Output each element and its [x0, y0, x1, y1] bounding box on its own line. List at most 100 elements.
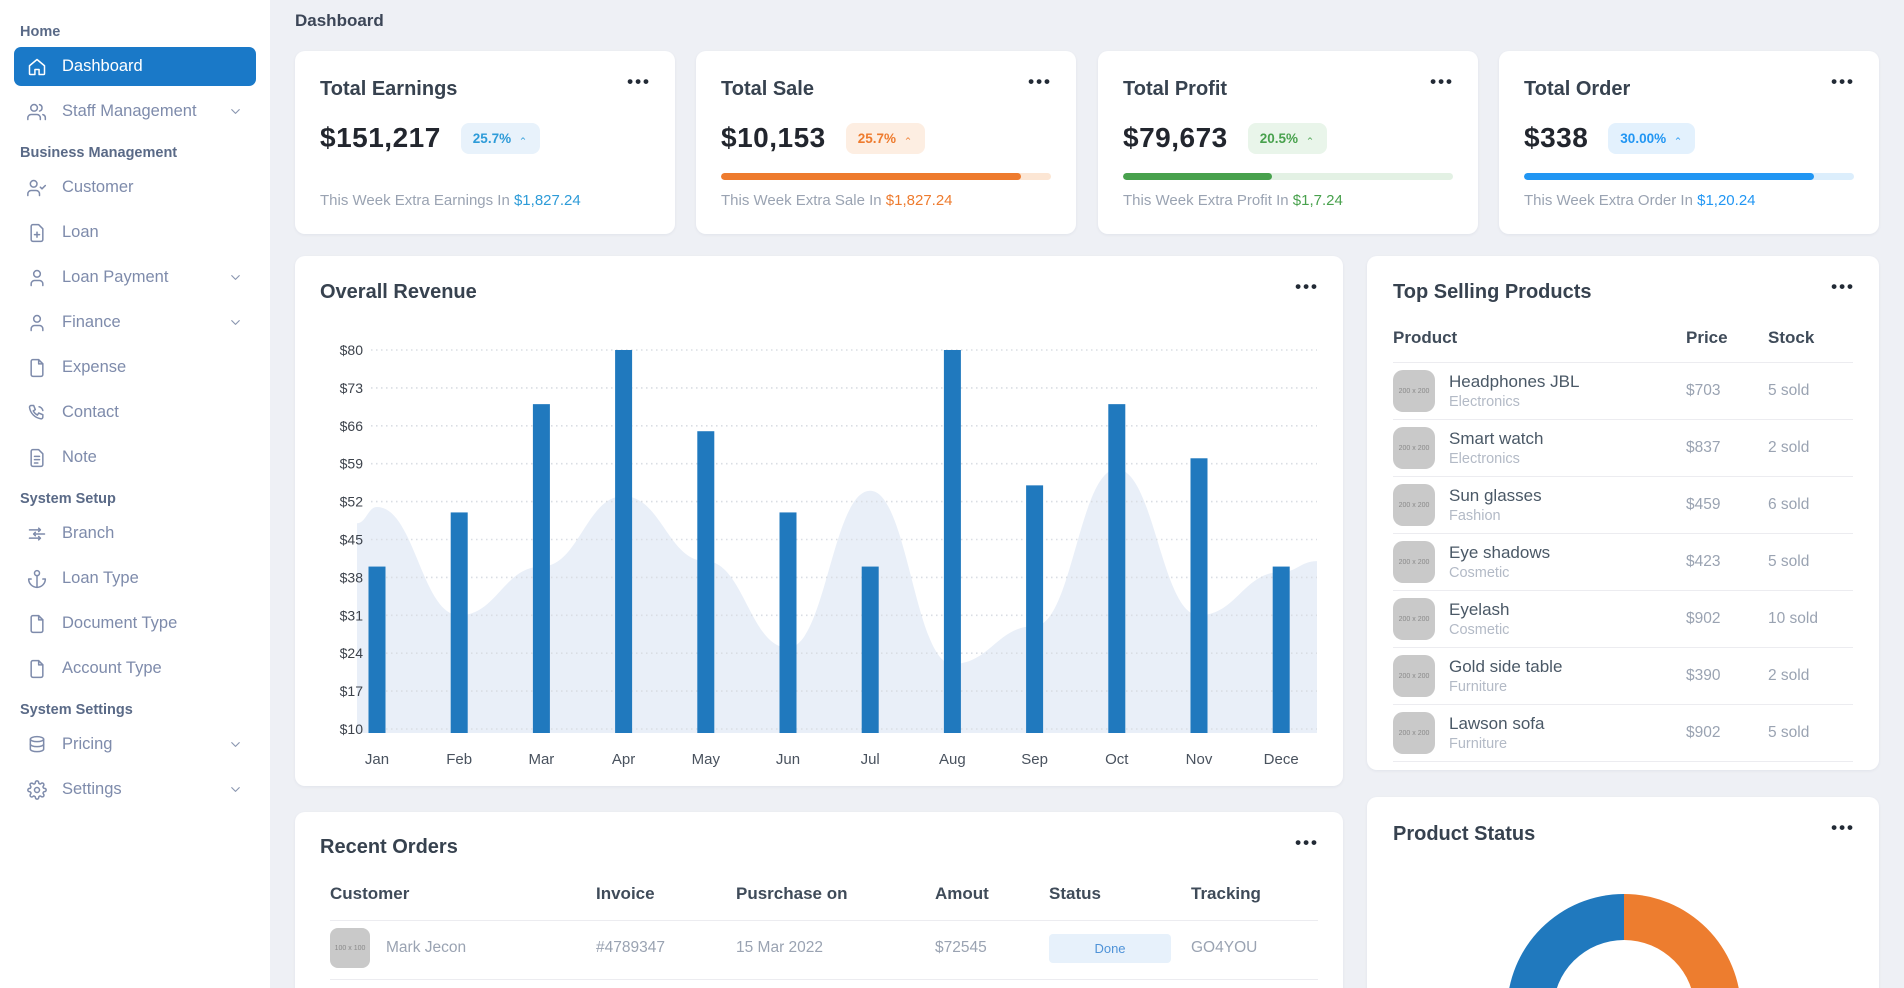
sidebar-item-label: Staff Management — [62, 102, 197, 121]
product-status-card: Product Status ••• — [1367, 797, 1879, 988]
sidebar-section-label: System Settings — [0, 702, 270, 718]
sidebar-item-label: Contact — [62, 403, 119, 422]
x-tick-label: Feb — [446, 751, 472, 768]
x-tick-label: Jul — [861, 751, 880, 768]
sidebar-item-loan-type[interactable]: Loan Type — [14, 559, 256, 598]
table-row-sun-glasses: 200 x 200Sun glassesFashion$4596 sold — [1393, 477, 1853, 534]
stat-card-menu-button[interactable]: ••• — [1430, 73, 1454, 90]
product-name: Lawson sofa — [1449, 714, 1544, 734]
stat-trend-badge: 25.7% — [846, 123, 925, 154]
sidebar-item-account-type[interactable]: Account Type — [14, 649, 256, 688]
sidebar-item-dashboard[interactable]: Dashboard — [14, 47, 256, 86]
stat-value-row: $10,15325.7% — [721, 122, 925, 154]
sidebar-item-finance[interactable]: Finance — [14, 303, 256, 342]
sidebar-item-label: Customer — [62, 178, 134, 197]
product-price: $459 — [1686, 496, 1768, 514]
sidebar-item-note[interactable]: Note — [14, 438, 256, 477]
chevron-down-icon — [228, 782, 243, 797]
orders-col-purchase-on: Pusrchase on — [736, 884, 935, 904]
recent-orders-menu-button[interactable]: ••• — [1295, 834, 1319, 851]
file-plus-icon — [27, 223, 47, 243]
product-thumbnail: 200 x 200 — [1393, 484, 1435, 526]
chevron-up-icon — [903, 135, 913, 142]
product-stock: 2 sold — [1768, 439, 1853, 457]
overall-revenue-menu-button[interactable]: ••• — [1295, 278, 1319, 295]
orders-col-status: Status — [1049, 884, 1191, 904]
stat-footer-text: This Week Extra Profit In $1,7.24 — [1123, 192, 1343, 209]
stat-trend-badge: 20.5% — [1248, 123, 1327, 154]
top-selling-products-menu-button[interactable]: ••• — [1831, 278, 1855, 295]
customer-avatar: 100 x 100 — [330, 928, 370, 968]
sidebar-section-label: Home — [0, 24, 270, 40]
sidebar-item-label: Branch — [62, 524, 114, 543]
order-amount: $72545 — [935, 939, 1049, 957]
sidebar-item-loan-payment[interactable]: Loan Payment — [14, 258, 256, 297]
product-status-menu-button[interactable]: ••• — [1831, 819, 1855, 836]
sidebar-item-settings[interactable]: Settings — [14, 770, 256, 809]
x-tick-label: Apr — [612, 751, 635, 768]
stat-footer-amount: $1,827.24 — [886, 192, 953, 209]
file-icon — [27, 358, 47, 378]
sidebar-item-label: Account Type — [62, 659, 162, 678]
y-tick-label: $38 — [340, 569, 364, 585]
product-stock: 5 sold — [1768, 724, 1853, 742]
sidebar-item-branch[interactable]: Branch — [14, 514, 256, 553]
sidebar-item-label: Dashboard — [62, 57, 143, 76]
chevron-down-icon — [228, 270, 243, 285]
sidebar-item-document-type[interactable]: Document Type — [14, 604, 256, 643]
y-tick-label: $45 — [340, 532, 364, 548]
top-selling-products-card: Top Selling Products ••• Product Price S… — [1367, 256, 1879, 770]
product-thumbnail: 200 x 200 — [1393, 712, 1435, 754]
product-thumbnail: 200 x 200 — [1393, 541, 1435, 583]
stat-progress-fill — [1524, 173, 1814, 180]
bar-Jun — [780, 512, 797, 733]
sidebar-item-contact[interactable]: Contact — [14, 393, 256, 432]
stat-card-menu-button[interactable]: ••• — [627, 73, 651, 90]
table-row-eye-shadows: 200 x 200Eye shadowsCosmetic$4235 sold — [1393, 534, 1853, 591]
chevron-down-icon — [228, 104, 243, 119]
product-name-wrap: Eye shadowsCosmetic — [1449, 543, 1550, 581]
gear-icon — [27, 780, 47, 800]
file-text-icon — [27, 448, 47, 468]
product-price: $423 — [1686, 553, 1768, 571]
stat-progress-bar — [721, 173, 1051, 180]
table-row-order: 100 x 100Mark Jecon#478934715 Mar 2022$7… — [330, 917, 1318, 980]
stat-progress-bar — [1123, 173, 1453, 180]
stat-trend-badge: 30.00% — [1608, 123, 1695, 154]
order-customer-cell: 100 x 100Mark Jecon — [330, 928, 596, 968]
stat-footer-prefix: This Week Extra Profit In — [1123, 192, 1293, 209]
stat-card-total-order: Total Order•••$33830.00%This Week Extra … — [1499, 51, 1879, 234]
revenue-bar-chart: $10$17$24$31$38$45$52$59$66$73$80JanFebM… — [311, 328, 1323, 776]
sidebar-item-label: Document Type — [62, 614, 177, 633]
user-icon — [27, 313, 47, 333]
product-stock: 6 sold — [1768, 496, 1853, 514]
branch-icon — [27, 524, 47, 544]
product-name: Sun glasses — [1449, 486, 1542, 506]
sidebar-item-customer[interactable]: Customer — [14, 168, 256, 207]
product-thumbnail: 200 x 200 — [1393, 427, 1435, 469]
product-stock: 5 sold — [1768, 382, 1853, 400]
stat-footer-text: This Week Extra Sale In $1,827.24 — [721, 192, 953, 209]
y-tick-label: $10 — [340, 721, 364, 737]
file-icon — [27, 659, 47, 679]
table-row-eyelash: 200 x 200EyelashCosmetic$90210 sold — [1393, 591, 1853, 648]
x-tick-label: Mar — [528, 751, 554, 768]
stat-card-menu-button[interactable]: ••• — [1831, 73, 1855, 90]
orders-table-header: Customer Invoice Pusrchase on Amout Stat… — [330, 884, 1318, 921]
stat-card-menu-button[interactable]: ••• — [1028, 73, 1052, 90]
sidebar-item-staff-management[interactable]: Staff Management — [14, 92, 256, 131]
y-tick-label: $80 — [340, 342, 364, 358]
stat-value: $151,217 — [320, 122, 441, 154]
stat-footer-prefix: This Week Extra Sale In — [721, 192, 886, 209]
stat-badge-percent: 25.7% — [473, 131, 511, 146]
product-category: Cosmetic — [1449, 565, 1550, 581]
x-tick-label: Nov — [1186, 751, 1213, 768]
sidebar-section-label: System Setup — [0, 491, 270, 507]
sidebar-item-pricing[interactable]: Pricing — [14, 725, 256, 764]
product-cell: 200 x 200EyelashCosmetic — [1393, 598, 1686, 640]
user-check-icon — [27, 178, 47, 198]
bar-Apr — [615, 350, 632, 733]
sidebar-item-expense[interactable]: Expense — [14, 348, 256, 387]
sidebar-item-loan[interactable]: Loan — [14, 213, 256, 252]
product-category: Electronics — [1449, 451, 1543, 467]
